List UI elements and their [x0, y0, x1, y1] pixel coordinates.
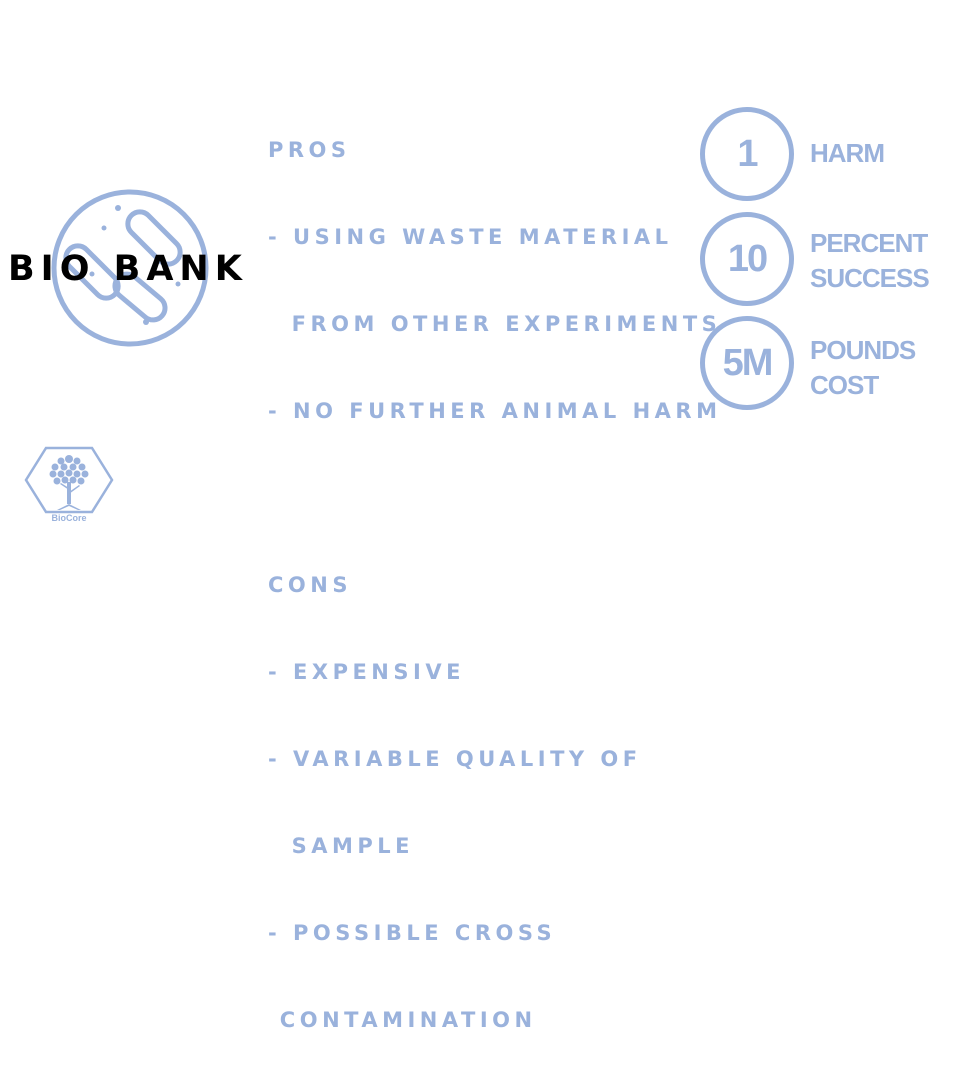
slide: BIO BANK PROS - USING WASTE MATERIAL FRO… [8, 107, 950, 1032]
bacteria-icon [51, 189, 209, 347]
pros-cons-list: PROS - USING WASTE MATERIAL FROM OTHER E… [268, 78, 722, 1080]
pros-item: FROM OTHER EXPERIMENTS [268, 312, 722, 336]
cons-item: CONTAMINATION [268, 1008, 537, 1032]
biocore-logo-icon [24, 446, 114, 514]
pros-item: - USING WASTE MATERIAL [268, 225, 673, 249]
stat-label-line1: PERCENT [810, 228, 928, 258]
biocore-logo-text: BioCore [51, 513, 87, 523]
pros-heading: PROS [268, 138, 351, 162]
stat-circle: 1 [700, 107, 794, 201]
cons-item: - EXPENSIVE [268, 660, 465, 684]
stat-pounds-cost: 5M POUNDS COST [700, 316, 950, 412]
slide-title: BIO BANK [8, 249, 248, 289]
spacer [268, 484, 722, 513]
cons-heading: CONS [268, 573, 352, 597]
cons-item: SAMPLE [268, 834, 415, 858]
stat-label-line2: SUCCESS [810, 263, 930, 293]
stat-harm: 1 HARM [700, 107, 950, 203]
stat-label: HARM [810, 138, 885, 168]
stat-label-line2: COST [810, 370, 879, 400]
cons-item: - POSSIBLE CROSS [268, 921, 557, 945]
stat-circle: 5M [700, 316, 794, 410]
stat-label-line1: POUNDS [810, 335, 916, 365]
pros-item: - NO FURTHER ANIMAL HARM [268, 399, 722, 423]
stat-circle: 10 [700, 212, 794, 306]
stat-percent-success: 10 PERCENT SUCCESS [700, 212, 950, 308]
cons-item: - VARIABLE QUALITY OF [268, 747, 642, 771]
